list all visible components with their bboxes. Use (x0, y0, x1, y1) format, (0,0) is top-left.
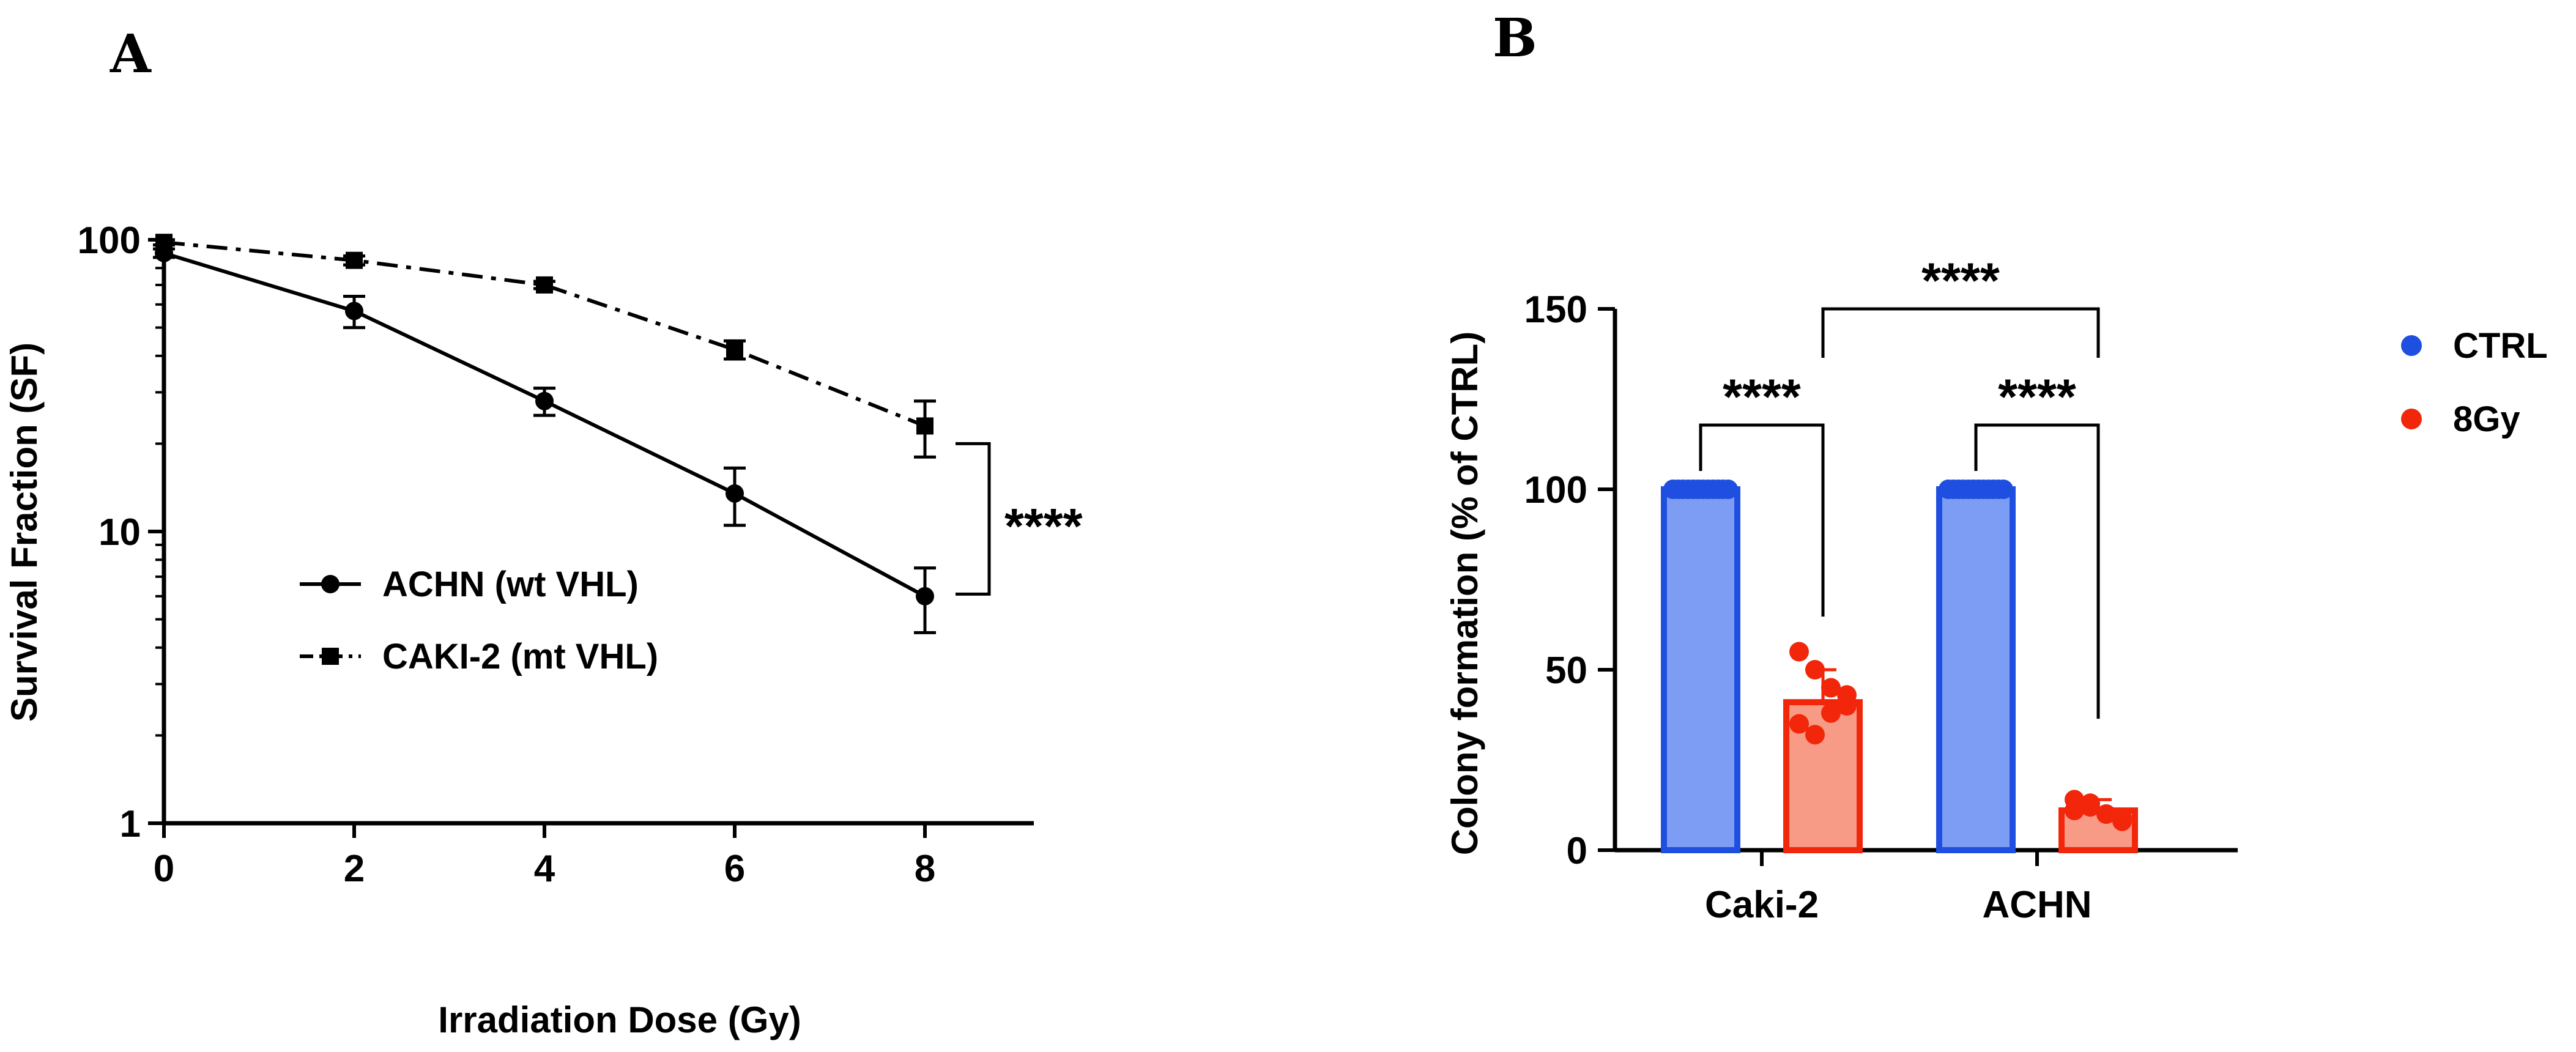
x-tick-label: 8 (915, 848, 935, 890)
data-point (726, 484, 744, 503)
data-point (916, 417, 934, 435)
x-tick-label: 6 (724, 848, 745, 890)
y-axis-title-b: Colony formation (% of CTRL) (1444, 332, 1485, 856)
significance-bracket-achn (1974, 423, 2100, 719)
data-point (2080, 793, 2100, 813)
x-tick-label: 2 (344, 848, 365, 890)
legend-marker (321, 575, 340, 593)
legend-label: ACHN (wt VHL) (382, 565, 639, 604)
x-tick-label: 4 (534, 848, 555, 890)
y-tick-label: 100 (78, 220, 141, 262)
significance-label: **** (1004, 498, 1083, 554)
data-point (2112, 811, 2132, 831)
data-point (536, 276, 553, 294)
data-point (1805, 660, 1825, 680)
data-point (916, 587, 934, 606)
significance-bracket-caki2 (1699, 423, 1825, 617)
data-point (2096, 804, 2116, 824)
data-point (346, 251, 363, 269)
survival-chart: 1 10 100 0 2 4 6 8 ACHN (wt VHL) CAKI-2 (mt VHL… (4, 220, 1083, 1040)
data-point (1718, 480, 1738, 499)
data-point (535, 391, 554, 410)
data-point (155, 234, 173, 251)
data-point (726, 341, 743, 358)
legend-marker (2401, 409, 2422, 429)
data-point (1994, 480, 2013, 499)
significance-bracket-between (1821, 307, 2100, 358)
data-point (1789, 714, 1809, 734)
x-axis-title-a: Irradiation Dose (Gy) (438, 999, 801, 1040)
y-tick-label: 150 (1524, 289, 1587, 331)
x-tick-label: ACHN (1982, 884, 2092, 926)
legend-marker (2401, 335, 2422, 356)
significance-bracket-caki2-label: **** (1723, 369, 1801, 425)
x-tick-label: 0 (154, 848, 174, 890)
series-line (163, 240, 926, 428)
y-tick-label: 100 (1524, 469, 1587, 511)
colony-chart: 0 50 100 150 Caki-2 ACHN **** **** **** CTRL 8G… (1444, 253, 2548, 926)
panel-label-b: B (1493, 7, 1537, 69)
significance-bracket (956, 442, 991, 596)
x-tick-label: Caki-2 (1705, 884, 1819, 926)
bar (1936, 486, 2016, 853)
panel-label-a: A (109, 23, 152, 85)
data-point (1821, 678, 1841, 698)
data-point (2065, 801, 2084, 821)
data-point (1821, 703, 1841, 723)
legend-marker (322, 648, 339, 665)
legend-label: 8Gy (2453, 399, 2520, 439)
series-line (163, 251, 926, 598)
data-point (345, 302, 363, 320)
y-axis-title-a: Survival Fraction (SF) (4, 343, 45, 722)
bar (1661, 486, 1740, 853)
data-point (1805, 725, 1825, 745)
y-tick-label: 1 (120, 803, 141, 845)
data-point (1789, 642, 1809, 662)
data-point (1837, 685, 1857, 705)
y-tick-label: 50 (1545, 650, 1587, 692)
significance-bracket-between-label: **** (1921, 253, 2000, 309)
legend-label: CAKI-2 (mt VHL) (382, 637, 658, 676)
y-tick-label: 10 (98, 511, 141, 554)
significance-bracket-achn-label: **** (1998, 369, 2076, 425)
y-tick-label: 0 (1567, 830, 1587, 872)
legend-label: CTRL (2453, 326, 2548, 366)
